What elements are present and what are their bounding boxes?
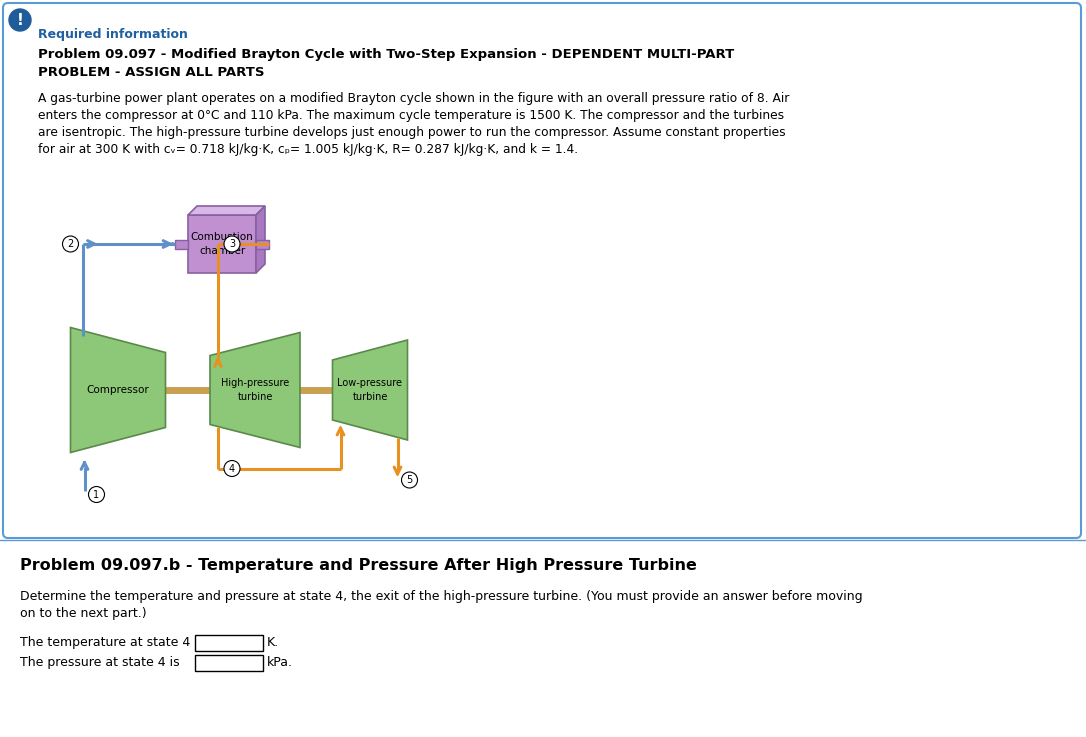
Circle shape [402,472,417,488]
Bar [195,635,263,651]
Text: A gas-turbine power plant operates on a modified Brayton cycle shown in the figu: A gas-turbine power plant operates on a … [38,92,790,105]
Text: !: ! [16,13,24,27]
Circle shape [63,236,78,252]
Text: 5: 5 [406,475,413,485]
Text: Required information: Required information [38,28,188,41]
Circle shape [224,461,240,477]
Polygon shape [71,327,165,453]
Bar [256,240,269,248]
Text: High-pressure
turbine: High-pressure turbine [220,378,289,402]
Text: Problem 09.097 - Modified Brayton Cycle with Two-Step Expansion - DEPENDENT MULT: Problem 09.097 - Modified Brayton Cycle … [38,48,734,61]
Text: PROBLEM - ASSIGN ALL PARTS: PROBLEM - ASSIGN ALL PARTS [38,66,265,79]
Polygon shape [210,332,300,447]
Text: K.: K. [267,636,279,649]
Text: for air at 300 K with cᵥ= 0.718 kJ/kg·K, cₚ= 1.005 kJ/kg·K, R= 0.287 kJ/kg·K, an: for air at 300 K with cᵥ= 0.718 kJ/kg·K,… [38,143,578,156]
Text: The temperature at state 4 is: The temperature at state 4 is [20,636,204,649]
Bar [175,240,188,248]
Text: 4: 4 [229,464,235,473]
Polygon shape [188,206,265,215]
Circle shape [9,9,31,31]
Text: are isentropic. The high-pressure turbine develops just enough power to run the : are isentropic. The high-pressure turbin… [38,126,785,139]
Polygon shape [332,340,407,440]
Polygon shape [256,206,265,273]
Text: 3: 3 [229,239,235,249]
Circle shape [224,236,240,252]
Text: Determine the temperature and pressure at state 4, the exit of the high-pressure: Determine the temperature and pressure a… [20,590,862,603]
Circle shape [88,486,104,503]
Text: enters the compressor at 0°C and 110 kPa. The maximum cycle temperature is 1500 : enters the compressor at 0°C and 110 kPa… [38,109,784,122]
Text: on to the next part.): on to the next part.) [20,607,147,620]
Text: 1: 1 [93,489,100,500]
Text: 2: 2 [67,239,74,249]
Text: Combustion
chamber: Combustion chamber [191,232,253,256]
Text: Low-pressure
turbine: Low-pressure turbine [338,378,403,402]
Bar [195,655,263,671]
Text: The pressure at state 4 is: The pressure at state 4 is [20,656,179,669]
Text: Problem 09.097.b - Temperature and Pressure After High Pressure Turbine: Problem 09.097.b - Temperature and Press… [20,558,697,573]
Text: Compressor: Compressor [87,385,150,395]
FancyBboxPatch shape [3,3,1081,538]
FancyBboxPatch shape [188,215,256,273]
Text: kPa.: kPa. [267,656,293,669]
